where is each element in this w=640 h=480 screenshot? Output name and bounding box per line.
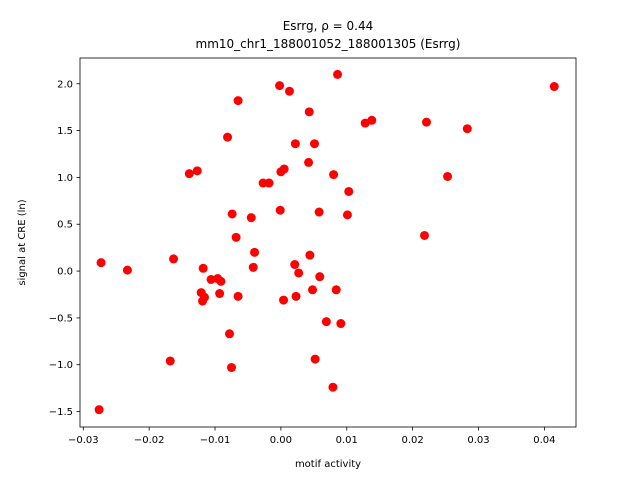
data-point bbox=[462, 124, 472, 134]
data-point bbox=[421, 117, 431, 127]
data-point bbox=[122, 265, 132, 275]
data-point bbox=[304, 157, 314, 167]
data-point bbox=[290, 260, 300, 270]
data-point bbox=[279, 164, 289, 174]
data-point bbox=[549, 82, 559, 92]
data-point bbox=[284, 86, 294, 96]
data-point bbox=[310, 139, 319, 149]
data-point bbox=[420, 230, 429, 240]
x-axis-ticks: −0.03 −0.02 −0.01 0.00 0.01 0.02 0.03 0.04 bbox=[68, 427, 556, 446]
y-tick-label: 2.0 bbox=[57, 79, 73, 90]
data-point bbox=[96, 258, 106, 268]
data-point bbox=[279, 295, 289, 305]
data-point bbox=[304, 107, 314, 117]
data-point bbox=[225, 329, 235, 339]
data-point bbox=[275, 81, 285, 91]
data-point bbox=[215, 289, 225, 299]
y-axis-label: signal at CRE (ln) bbox=[17, 199, 28, 285]
data-point bbox=[367, 115, 377, 125]
data-point bbox=[305, 250, 315, 260]
plot-frame bbox=[79, 57, 577, 428]
x-tick-label: 0.04 bbox=[533, 435, 555, 446]
data-point bbox=[165, 356, 175, 366]
data-point bbox=[216, 276, 226, 286]
data-point bbox=[315, 272, 325, 282]
data-point bbox=[233, 291, 243, 301]
data-point bbox=[275, 205, 285, 215]
data-point bbox=[290, 139, 300, 149]
y-tick-label: −0.5 bbox=[49, 313, 73, 324]
data-point bbox=[227, 363, 236, 373]
data-point bbox=[310, 354, 320, 364]
data-point bbox=[94, 405, 104, 415]
data-point bbox=[291, 291, 301, 301]
x-tick-label: −0.01 bbox=[200, 435, 231, 446]
data-points bbox=[94, 69, 559, 415]
y-tick-label: −1.0 bbox=[49, 360, 73, 371]
data-point bbox=[184, 169, 194, 179]
data-point bbox=[233, 96, 243, 106]
data-point bbox=[321, 317, 331, 327]
y-tick-label: −1.5 bbox=[49, 407, 73, 418]
y-axis-ticks: −1.5 −1.0 −0.5 0.0 0.5 1.0 1.5 2.0 bbox=[49, 79, 80, 418]
data-point bbox=[250, 247, 260, 257]
x-tick-label: 0.02 bbox=[402, 435, 424, 446]
x-tick-label: 0.00 bbox=[270, 435, 292, 446]
data-point bbox=[443, 171, 453, 181]
data-point bbox=[199, 292, 209, 302]
data-point bbox=[336, 319, 346, 329]
y-tick-label: 1.0 bbox=[57, 173, 73, 184]
y-tick-label: 0.0 bbox=[57, 267, 73, 278]
data-point bbox=[333, 69, 343, 79]
data-point bbox=[198, 263, 208, 273]
data-point bbox=[223, 132, 233, 142]
data-point bbox=[314, 207, 324, 217]
data-point bbox=[344, 186, 354, 196]
data-point bbox=[246, 213, 256, 223]
chart-title-line1: Esrrg, ρ = 0.44 bbox=[283, 19, 374, 33]
y-tick-label: 0.5 bbox=[57, 220, 73, 231]
data-point bbox=[248, 262, 258, 272]
chart-title-line2: mm10_chr1_188001052_188001305 (Esrrg) bbox=[196, 37, 461, 51]
x-tick-label: 0.01 bbox=[336, 435, 358, 446]
x-tick-label: 0.03 bbox=[467, 435, 489, 446]
data-point bbox=[206, 274, 216, 284]
x-axis-label: motif activity bbox=[295, 459, 361, 470]
data-point bbox=[331, 285, 341, 295]
data-point bbox=[342, 210, 352, 220]
data-point bbox=[231, 232, 241, 242]
y-tick-label: 1.5 bbox=[57, 126, 73, 137]
data-point bbox=[227, 209, 237, 219]
data-point bbox=[328, 382, 338, 392]
data-point bbox=[169, 254, 179, 264]
data-point bbox=[192, 166, 202, 176]
data-point bbox=[308, 285, 318, 295]
data-point bbox=[264, 178, 274, 188]
data-point bbox=[329, 170, 339, 180]
x-tick-label: −0.03 bbox=[68, 435, 99, 446]
x-tick-label: −0.02 bbox=[134, 435, 165, 446]
data-point bbox=[294, 268, 304, 278]
